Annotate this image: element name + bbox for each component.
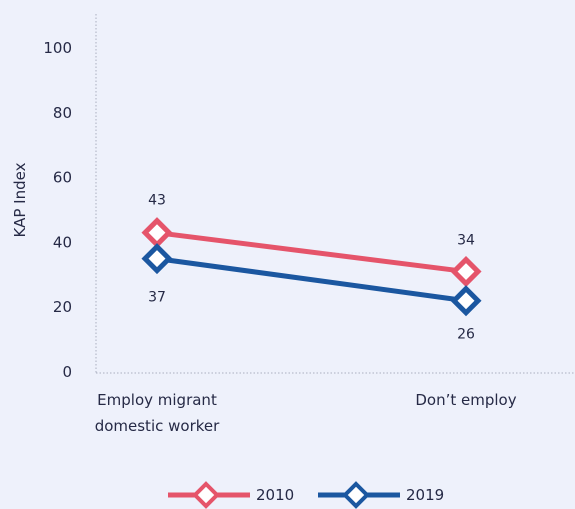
- y-tick-label: 60: [53, 169, 72, 187]
- legend: 2010 2019: [168, 481, 444, 509]
- series-line-2010: [154, 230, 469, 275]
- y-tick-label: 0: [62, 363, 72, 381]
- legend-label-2019: 2019: [406, 486, 444, 504]
- legend-marker-2010: [192, 481, 220, 509]
- legend-marker-2019: [342, 481, 370, 509]
- x-category-label: Don’t employ: [415, 391, 516, 409]
- x-category-label: Employ migrant: [97, 391, 217, 409]
- data-label-2019: 37: [148, 290, 166, 306]
- data-point-2010: [141, 217, 173, 249]
- x-category-label: domestic worker: [95, 417, 220, 435]
- y-tick-label: 40: [53, 233, 72, 251]
- series-line-2019: [154, 256, 469, 304]
- legend-label-2010: 2010: [256, 486, 294, 504]
- data-point-2019: [450, 285, 482, 317]
- y-tick-label: 20: [53, 298, 72, 316]
- y-axis-title: KAP Index: [11, 162, 29, 237]
- data-label-2010: 43: [148, 193, 166, 209]
- data-label-2019: 26: [457, 327, 475, 343]
- data-point-2010: [450, 256, 482, 288]
- y-tick-label: 100: [43, 39, 72, 57]
- y-tick-label: 80: [53, 104, 72, 122]
- data-point-2019: [141, 243, 173, 275]
- data-label-2010: 34: [457, 233, 475, 249]
